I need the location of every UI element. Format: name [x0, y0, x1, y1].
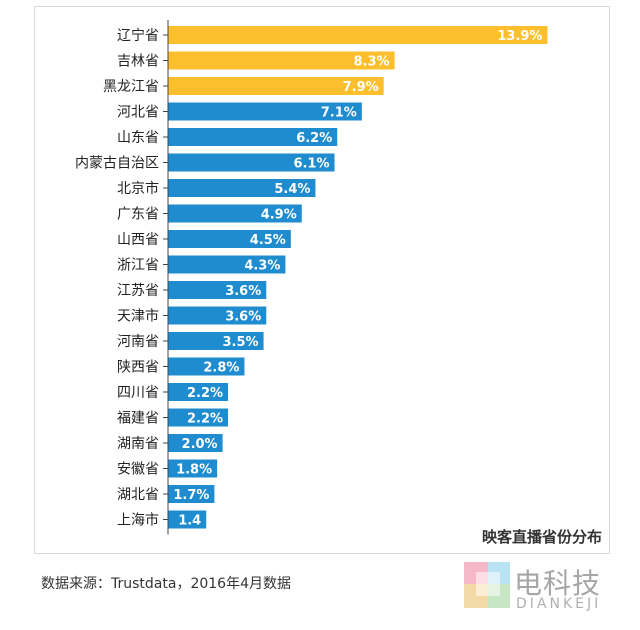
logo-subtitle: DIANKEJI [516, 596, 602, 612]
value-label: 1.4 [178, 514, 201, 529]
category-label: 黑龙江省 [103, 79, 159, 95]
dianke-logo: 电科技 DIANKEJI [462, 558, 622, 618]
category-label: 山西省 [117, 232, 159, 248]
category-label: 辽宁省 [117, 27, 159, 44]
bar [168, 332, 264, 350]
category-label: 湖南省 [117, 436, 159, 452]
category-label: 山东省 [117, 130, 159, 146]
bar [168, 510, 207, 529]
value-label: 3.6% [225, 310, 261, 325]
category-label: 福建省 [117, 411, 159, 427]
dianke-logo-icon [464, 562, 510, 608]
bar [168, 434, 223, 452]
bar [168, 459, 218, 478]
value-label: 2.0% [182, 437, 218, 452]
bar [168, 102, 362, 121]
bar [168, 204, 302, 223]
category-label: 安徽省 [117, 462, 159, 478]
category-label: 浙江省 [117, 258, 159, 274]
bar [168, 306, 267, 325]
bar [168, 230, 291, 248]
category-label: 天津市 [117, 308, 159, 325]
category-label: 内蒙古自治区 [75, 156, 159, 172]
bar [168, 179, 316, 197]
category-label: 北京市 [117, 180, 159, 197]
category-label: 四川省 [117, 385, 159, 401]
bar-chart: 辽宁省 13.9% 吉林省 8.3% 黑龙江省 7.9% 河北省 7.1% 山东省 6.2% 内蒙古… [75, 20, 602, 546]
value-label: 2.2% [187, 412, 223, 427]
logo-name: 电科技 [514, 567, 602, 600]
chart-frame: 辽宁省 13.9% 吉林省 8.3% 黑龙江省 7.9% 河北省 7.1% 山东省 6.2% 内蒙古… [34, 6, 610, 554]
value-label: 7.1% [321, 106, 357, 121]
value-label: 2.8% [203, 361, 239, 376]
bar [168, 485, 215, 503]
value-label: 4.3% [244, 259, 280, 274]
bar [168, 281, 267, 299]
value-label: 3.6% [225, 284, 261, 299]
category-label: 河北省 [117, 105, 159, 121]
bar [168, 153, 335, 172]
chart-title: 映客直播省份分布 [482, 528, 602, 546]
category-label: 广东省 [117, 207, 159, 223]
category-label: 湖北省 [117, 487, 159, 503]
category-label: 江苏省 [117, 283, 159, 299]
value-label: 1.8% [176, 463, 212, 478]
data-source-note: 数据来源：Trustdata，2016年4月数据 [41, 576, 291, 592]
bar [168, 77, 384, 95]
value-label: 6.1% [293, 157, 329, 172]
bar [168, 51, 395, 70]
value-label: 3.5% [222, 335, 258, 350]
bar [168, 357, 245, 376]
value-label: 2.2% [187, 386, 223, 401]
category-label: 陕西省 [117, 360, 159, 376]
value-label: 4.5% [250, 233, 286, 248]
value-label: 7.9% [343, 80, 379, 95]
bar [168, 255, 286, 274]
value-label: 1.7% [173, 488, 209, 503]
category-label: 吉林省 [117, 54, 159, 70]
value-label: 6.2% [296, 131, 332, 146]
value-label: 8.3% [354, 55, 390, 70]
bar [168, 128, 338, 146]
value-label: 5.4% [274, 182, 310, 197]
bar [168, 26, 548, 44]
category-label: 河南省 [117, 334, 159, 350]
category-label: 上海市 [117, 512, 159, 529]
bar [168, 408, 229, 427]
value-label: 13.9% [497, 29, 542, 44]
bar [168, 383, 229, 401]
value-label: 4.9% [261, 208, 297, 223]
